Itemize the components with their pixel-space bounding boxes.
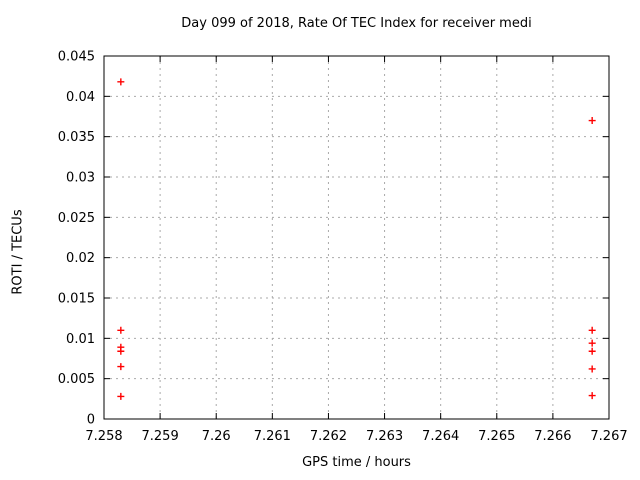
y-tick-label: 0.02: [66, 251, 95, 266]
y-tick-label: 0.045: [58, 50, 95, 65]
y-tick-label: 0.03: [66, 171, 95, 186]
x-tick-label: 7.262: [310, 429, 347, 444]
x-tick-label: 7.259: [142, 429, 179, 444]
y-tick-label: 0: [87, 413, 95, 428]
x-tick-label: 7.26: [202, 429, 231, 444]
data-point: [117, 347, 125, 355]
data-point: [117, 78, 125, 86]
y-tick-label: 0.01: [66, 332, 95, 347]
data-point: [588, 339, 596, 347]
x-tick-label: 7.258: [85, 429, 122, 444]
data-point: [588, 392, 596, 400]
y-tick-label: 0.035: [58, 130, 95, 145]
data-point: [588, 326, 596, 334]
y-tick-label: 0.015: [58, 292, 95, 307]
y-tick-label: 0.025: [58, 211, 95, 226]
x-tick-label: 7.261: [254, 429, 291, 444]
chart-title: Day 099 of 2018, Rate Of TEC Index for r…: [181, 16, 532, 31]
x-tick-label: 7.267: [590, 429, 627, 444]
data-point: [588, 117, 596, 125]
data-point: [117, 392, 125, 400]
y-tick-label: 0.005: [58, 372, 95, 387]
data-point: [588, 365, 596, 373]
plot-border: [103, 55, 610, 420]
x-axis-label: GPS time / hours: [302, 455, 411, 470]
y-tick-label: 0.04: [66, 90, 95, 105]
x-tick-label: 7.263: [366, 429, 403, 444]
x-tick-label: 7.265: [478, 429, 515, 444]
x-tick-label: 7.264: [422, 429, 459, 444]
data-point: [117, 363, 125, 371]
x-tick-label: 7.266: [534, 429, 571, 444]
data-point: [117, 326, 125, 334]
data-point: [588, 347, 596, 355]
